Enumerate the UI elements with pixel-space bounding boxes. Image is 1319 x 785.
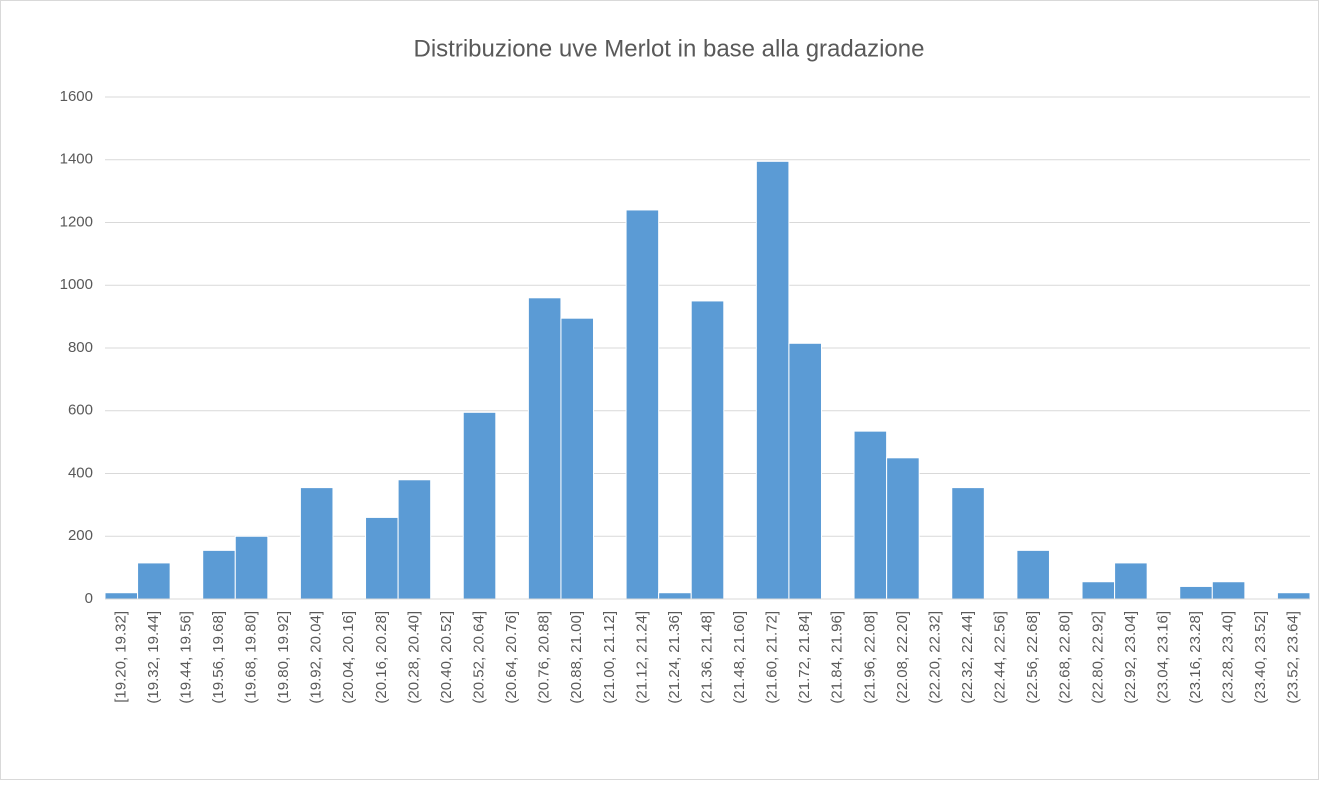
y-tick-label: 200 bbox=[68, 527, 93, 544]
bar bbox=[299, 487, 334, 600]
bar bbox=[951, 487, 985, 600]
x-tick-label: (20.16, 20.28] bbox=[373, 611, 390, 704]
x-tick-label: (20.76, 20.88] bbox=[536, 611, 553, 704]
x-tick-label: (22.56, 22.68] bbox=[1024, 611, 1041, 704]
bar bbox=[202, 549, 236, 600]
x-tick-label: (21.96, 22.08] bbox=[861, 611, 878, 704]
bar bbox=[886, 457, 920, 600]
x-tick-label: (19.44, 19.56] bbox=[177, 611, 194, 704]
x-tick-label: (22.08, 22.20] bbox=[894, 611, 911, 704]
bar bbox=[755, 160, 790, 600]
x-tick-label: (23.04, 23.16] bbox=[1154, 611, 1171, 704]
x-tick-label: (19.80, 19.92] bbox=[275, 611, 292, 704]
bar bbox=[365, 516, 399, 600]
x-tick-label: (22.92, 23.04] bbox=[1122, 611, 1139, 704]
y-tick-label: 800 bbox=[68, 339, 93, 356]
x-tick-label: (21.00, 21.12] bbox=[601, 611, 618, 704]
bar bbox=[397, 479, 432, 600]
x-tick-label: (23.28, 23.40] bbox=[1220, 611, 1237, 704]
bar bbox=[527, 297, 562, 600]
x-tick-label: (21.72, 21.84] bbox=[796, 611, 813, 704]
x-tick-label: (22.80, 22.92] bbox=[1089, 611, 1106, 704]
bar bbox=[462, 411, 497, 600]
bar bbox=[1081, 581, 1116, 600]
x-tick-label: (20.64, 20.76] bbox=[503, 611, 520, 704]
bar bbox=[1276, 592, 1311, 600]
x-tick-label: (21.12, 21.24] bbox=[633, 611, 650, 704]
x-tick-label: (20.04, 20.16] bbox=[340, 611, 357, 704]
y-tick-label: 1600 bbox=[60, 88, 93, 105]
y-tick-label: 0 bbox=[85, 590, 93, 607]
bar bbox=[560, 317, 595, 600]
x-tick-label: (22.32, 22.44] bbox=[959, 611, 976, 704]
x-tick-label: (22.20, 22.32] bbox=[926, 611, 943, 704]
x-tick-label: (21.84, 21.96] bbox=[829, 611, 846, 704]
bar bbox=[234, 535, 269, 600]
bar bbox=[104, 592, 139, 600]
y-tick-label: 1000 bbox=[60, 276, 93, 293]
y-tick-label: 1400 bbox=[60, 151, 93, 168]
x-tick-label: (19.32, 19.44] bbox=[145, 611, 162, 704]
x-tick-label: (20.52, 20.64] bbox=[470, 611, 487, 704]
x-tick-label: (20.28, 20.40] bbox=[405, 611, 422, 704]
x-tick-label: (19.68, 19.80] bbox=[243, 611, 260, 704]
x-tick-label: (19.56, 19.68] bbox=[210, 611, 227, 704]
bar bbox=[1211, 581, 1246, 600]
x-tick-label: (23.52, 23.64] bbox=[1285, 611, 1302, 704]
bar bbox=[625, 209, 660, 600]
chart-title: Distribuzione uve Merlot in base alla gr… bbox=[414, 35, 925, 62]
y-tick-label: 400 bbox=[68, 464, 93, 481]
bar bbox=[658, 592, 692, 600]
x-tick-label: (21.48, 21.60] bbox=[731, 611, 748, 704]
x-tick-label: (20.88, 21.00] bbox=[568, 611, 585, 704]
x-tick-label: (22.44, 22.56] bbox=[992, 611, 1009, 704]
x-tick-label: (23.40, 23.52] bbox=[1252, 611, 1269, 704]
y-tick-label: 600 bbox=[68, 402, 93, 419]
x-tick-label: (19.92, 20.04] bbox=[308, 611, 325, 704]
y-tick-label: 1200 bbox=[60, 213, 93, 230]
x-tick-label: (21.36, 21.48] bbox=[698, 611, 715, 704]
bar bbox=[1114, 562, 1148, 600]
x-tick-label: (20.40, 20.52] bbox=[438, 611, 455, 704]
x-tick-label: (21.24, 21.36] bbox=[666, 611, 683, 704]
bar bbox=[788, 342, 822, 600]
bar bbox=[137, 562, 171, 600]
x-tick-label: (22.68, 22.80] bbox=[1057, 611, 1074, 704]
bar bbox=[1016, 549, 1050, 600]
x-tick-label: [19.20, 19.32] bbox=[112, 611, 129, 703]
bar bbox=[853, 430, 888, 600]
bar bbox=[690, 300, 725, 600]
bar bbox=[1179, 585, 1213, 600]
x-tick-label: (23.16, 23.28] bbox=[1187, 611, 1204, 704]
x-tick-label: (21.60, 21.72] bbox=[764, 611, 781, 704]
